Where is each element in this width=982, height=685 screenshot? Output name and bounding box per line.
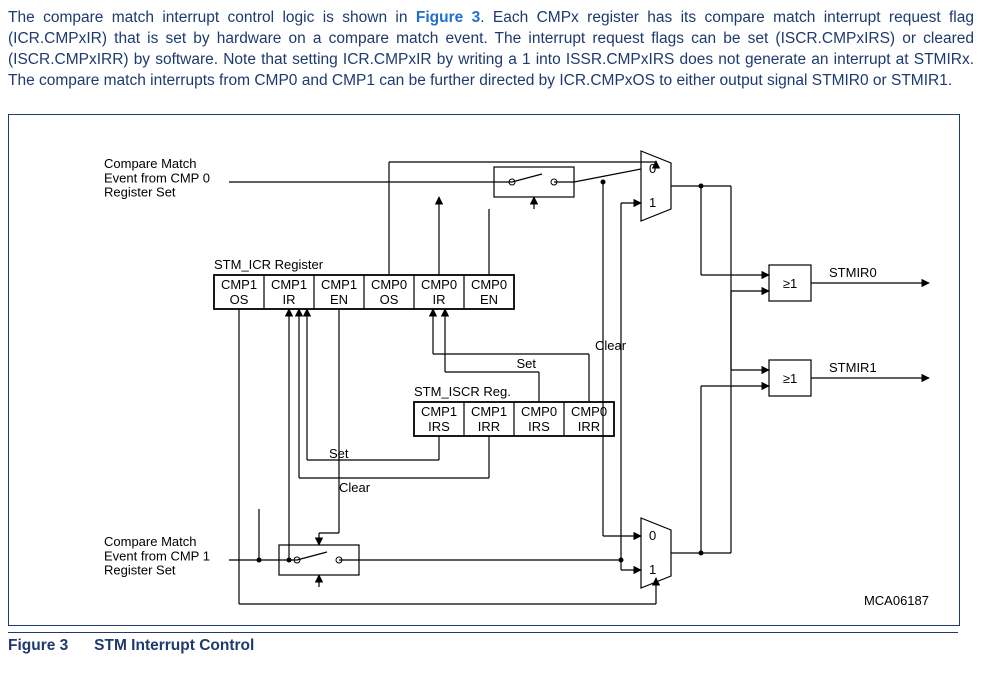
svg-text:STM_ICR Register: STM_ICR Register [214, 257, 324, 272]
svg-text:IR: IR [283, 292, 296, 307]
svg-text:EN: EN [480, 292, 498, 307]
svg-text:CMP1: CMP1 [221, 277, 257, 292]
svg-text:≥1: ≥1 [783, 371, 797, 386]
svg-text:MCA06187: MCA06187 [864, 593, 929, 608]
svg-text:Set: Set [329, 446, 349, 461]
svg-text:CMP0: CMP0 [521, 404, 557, 419]
svg-text:0: 0 [649, 528, 656, 543]
figure-label: Figure 3 [8, 637, 68, 654]
svg-text:IRS: IRS [428, 419, 450, 434]
svg-text:Set: Set [516, 356, 536, 371]
svg-text:≥1: ≥1 [783, 276, 797, 291]
figure-caption: Figure 3 STM Interrupt Control [8, 632, 958, 655]
svg-text:CMP1: CMP1 [471, 404, 507, 419]
svg-text:CMP1: CMP1 [271, 277, 307, 292]
svg-text:1: 1 [649, 195, 656, 210]
figure-link[interactable]: Figure 3 [416, 9, 480, 26]
svg-text:EN: EN [330, 292, 348, 307]
svg-text:STMIR0: STMIR0 [829, 265, 877, 280]
svg-text:STM_ISCR Reg.: STM_ISCR Reg. [414, 384, 511, 399]
svg-text:CMP0: CMP0 [571, 404, 607, 419]
svg-text:1: 1 [649, 562, 656, 577]
svg-text:CMP0: CMP0 [421, 277, 457, 292]
svg-text:IR: IR [433, 292, 446, 307]
description-paragraph: The compare match interrupt control logi… [8, 8, 974, 92]
svg-text:STMIR1: STMIR1 [829, 360, 877, 375]
figure-3-diagram: Compare MatchEvent from CMP 0Register Se… [8, 114, 960, 626]
svg-text:CMP0: CMP0 [371, 277, 407, 292]
svg-text:CMP1: CMP1 [321, 277, 357, 292]
svg-text:Clear: Clear [595, 338, 627, 353]
svg-text:IRR: IRR [478, 419, 500, 434]
svg-text:Compare MatchEvent from CMP 0R: Compare MatchEvent from CMP 0Register Se… [104, 156, 210, 200]
svg-text:CMP1: CMP1 [421, 404, 457, 419]
diagram-svg: Compare MatchEvent from CMP 0Register Se… [9, 115, 959, 625]
svg-text:IRR: IRR [578, 419, 600, 434]
svg-text:0: 0 [649, 161, 656, 176]
svg-text:IRS: IRS [528, 419, 550, 434]
svg-text:Compare MatchEvent from CMP 1R: Compare MatchEvent from CMP 1Register Se… [104, 534, 210, 578]
svg-text:OS: OS [230, 292, 249, 307]
svg-text:Clear: Clear [339, 480, 371, 495]
svg-text:OS: OS [380, 292, 399, 307]
figure-title: STM Interrupt Control [94, 637, 254, 654]
svg-text:CMP0: CMP0 [471, 277, 507, 292]
